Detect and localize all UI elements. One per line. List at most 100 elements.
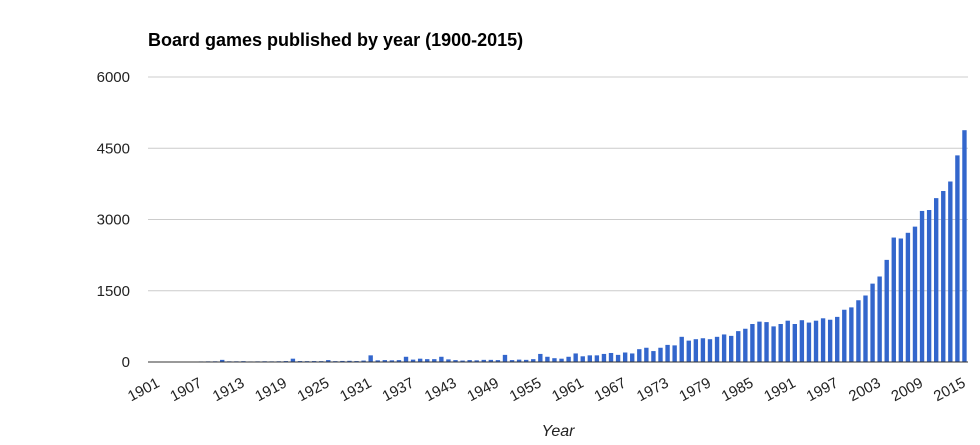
bar-1956 (545, 356, 550, 362)
bar-1935 (396, 360, 402, 362)
bar-1987 (764, 322, 769, 362)
bar-1910 (220, 359, 225, 362)
bar-1937 (410, 359, 416, 363)
x-tick-label: 2009 (888, 375, 925, 406)
bar-2010 (926, 210, 932, 362)
x-tick-label: 1925 (295, 375, 332, 406)
y-tick-label: 1500 (97, 283, 130, 300)
x-tick-label: 1973 (634, 375, 671, 406)
bar-2012 (941, 191, 946, 362)
gridlines (148, 76, 968, 292)
x-tick-label: 1961 (549, 375, 586, 406)
x-axis-ticks: 1901 1907 1913 1919 1925 1931 1937 1943 1949 1955… (125, 375, 968, 406)
bar-2003 (877, 276, 882, 362)
bar-2009 (919, 210, 925, 362)
x-axis-title: Year (542, 423, 576, 440)
bar-1976 (686, 340, 691, 363)
bar-1936 (403, 356, 409, 362)
bar-1995 (820, 318, 826, 362)
bar-1930 (361, 360, 366, 362)
bar-1933 (382, 360, 387, 362)
bar-1932 (375, 360, 380, 362)
bar-1984 (743, 328, 748, 362)
bar-1998 (842, 309, 847, 362)
bar-1953 (524, 359, 529, 362)
bar-1991 (792, 324, 797, 362)
bar-1977 (693, 339, 699, 362)
bar-1967 (622, 352, 628, 362)
x-tick-label: 1955 (507, 375, 544, 406)
bar-1958 (559, 358, 564, 362)
bar-1946 (474, 360, 479, 362)
bar-1944 (460, 360, 465, 362)
bar-1966 (615, 354, 621, 363)
bar-2013 (948, 181, 953, 362)
bar-1965 (608, 352, 614, 362)
bar-2000 (856, 300, 861, 362)
bar-1940 (432, 359, 437, 362)
x-tick-label: 1943 (422, 375, 459, 406)
bar-1957 (552, 358, 557, 362)
bar-2005 (891, 237, 896, 362)
y-tick-label: 4500 (97, 140, 130, 157)
bar-1934 (389, 360, 395, 362)
bar-2015 (962, 130, 967, 362)
bar-1996 (827, 319, 833, 362)
bar-1962 (587, 355, 592, 362)
bar-1974 (672, 345, 677, 363)
x-tick-label: 1991 (761, 375, 798, 406)
bar-1982 (729, 335, 734, 363)
bar-1983 (736, 331, 741, 363)
x-tick-label: 1997 (804, 375, 841, 406)
bar-1941 (439, 356, 444, 362)
bar-1952 (516, 359, 522, 363)
bar-2002 (870, 283, 875, 363)
y-axis-ticks: 0 1500 3000 4500 6000 (97, 69, 130, 371)
bar-1992 (799, 320, 805, 362)
x-tick-label: 1919 (252, 375, 289, 406)
bar-1960 (573, 353, 578, 362)
bar-1925 (326, 360, 331, 362)
bar-1994 (813, 320, 819, 362)
x-tick-label: 2003 (846, 375, 883, 406)
bar-1938 (417, 358, 423, 362)
bar-1999 (849, 307, 854, 363)
x-tick-label: 1985 (719, 375, 756, 406)
x-tick-label: 1937 (380, 375, 417, 406)
bar-1979 (707, 339, 713, 362)
bar-1955 (538, 353, 543, 362)
bar-1927 (340, 360, 345, 362)
bar-1920 (290, 358, 296, 362)
bar-1950 (502, 354, 508, 363)
bars (149, 130, 967, 363)
bar-2014 (955, 155, 960, 363)
bar-1942 (446, 359, 451, 362)
bar-1970 (644, 347, 649, 362)
bar-1986 (757, 321, 762, 363)
bar-1951 (509, 360, 515, 362)
bar-1928 (347, 360, 352, 362)
bar-1969 (637, 349, 642, 362)
bar-1975 (679, 336, 684, 362)
bar-2004 (884, 259, 889, 363)
bar-2006 (898, 238, 904, 362)
x-tick-label: 1907 (167, 375, 204, 406)
bar-1978 (700, 338, 706, 362)
bar-1993 (806, 322, 812, 362)
x-tick-label: 1949 (464, 375, 501, 406)
bar-1945 (467, 360, 472, 362)
y-tick-label: 0 (122, 354, 130, 371)
bar-1931 (368, 355, 373, 362)
bar-2008 (912, 226, 918, 363)
bar-1961 (580, 356, 585, 362)
bar-1971 (651, 351, 656, 362)
bar-1968 (630, 353, 635, 362)
bar-1972 (658, 347, 663, 362)
bar-2001 (863, 295, 868, 362)
bar-1939 (425, 359, 430, 362)
bar-1954 (531, 359, 536, 362)
bar-1963 (594, 355, 600, 362)
x-tick-label: 1913 (210, 375, 247, 406)
